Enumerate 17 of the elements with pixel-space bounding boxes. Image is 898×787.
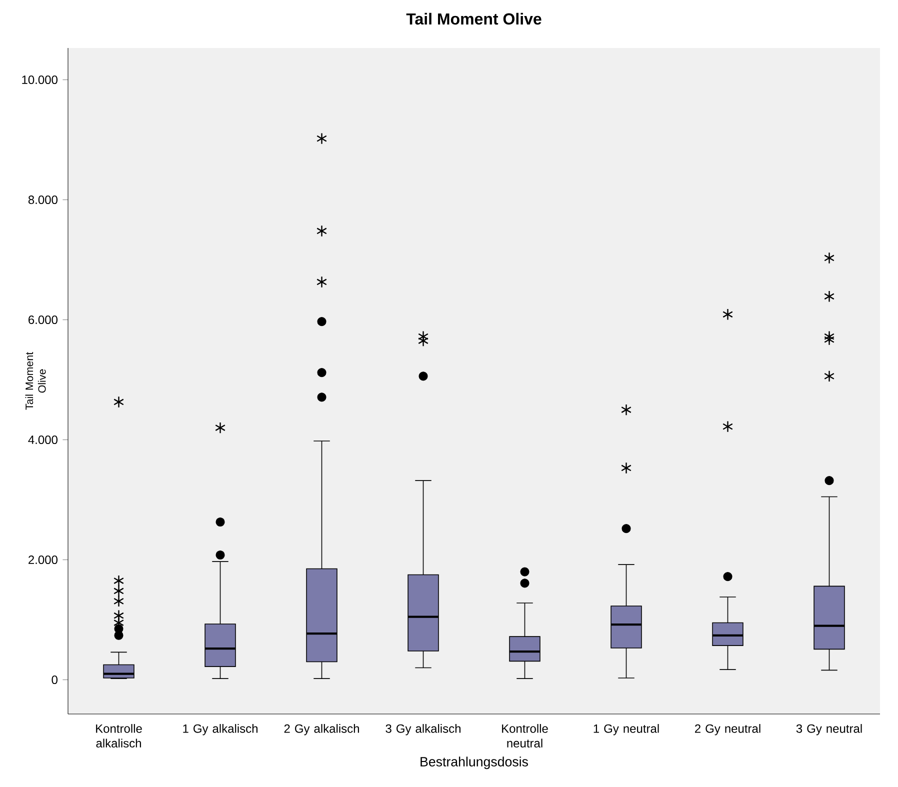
x-tick-label: Kontrolle neutral xyxy=(502,724,548,748)
y-tick-label: 6.000 xyxy=(28,316,58,324)
y-tick-label: 8.000 xyxy=(28,196,58,204)
chart-title: Tail Moment Olive xyxy=(406,12,542,25)
x-tick-label: 2 Gy neutral xyxy=(695,724,760,736)
x-axis-title: Bestrahlungsdosis xyxy=(420,756,528,770)
y-tick-label: 0 xyxy=(52,676,58,684)
y-tick-label: 4.000 xyxy=(28,436,58,444)
y-tick-label: 10.000 xyxy=(22,76,58,84)
x-tick-label: 3 Gy neutral xyxy=(796,724,862,736)
x-tick-label: 1 Gy alkalisch xyxy=(183,724,258,736)
x-tick-label: 2 Gy alkalisch xyxy=(284,724,359,736)
x-tick-label: Kontrolle alkalisch xyxy=(96,724,142,748)
x-tick-label: 3 Gy alkalisch xyxy=(386,724,460,736)
x-tick-label: 1 Gy neutral xyxy=(594,724,659,736)
y-tick-label: 2.000 xyxy=(28,556,58,564)
y-axis-title: Tail Moment Olive xyxy=(25,352,46,410)
